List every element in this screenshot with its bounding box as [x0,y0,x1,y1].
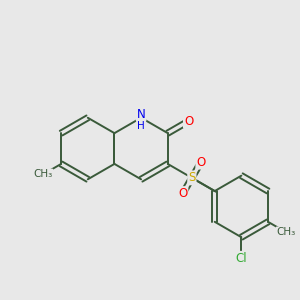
Text: S: S [188,171,196,184]
Text: CH₃: CH₃ [33,169,52,179]
Text: O: O [196,156,206,169]
Text: CH₃: CH₃ [277,227,296,237]
Text: H: H [137,121,145,131]
Text: O: O [184,115,193,128]
Text: O: O [178,187,188,200]
Text: N: N [137,108,146,121]
Text: Cl: Cl [236,252,247,265]
